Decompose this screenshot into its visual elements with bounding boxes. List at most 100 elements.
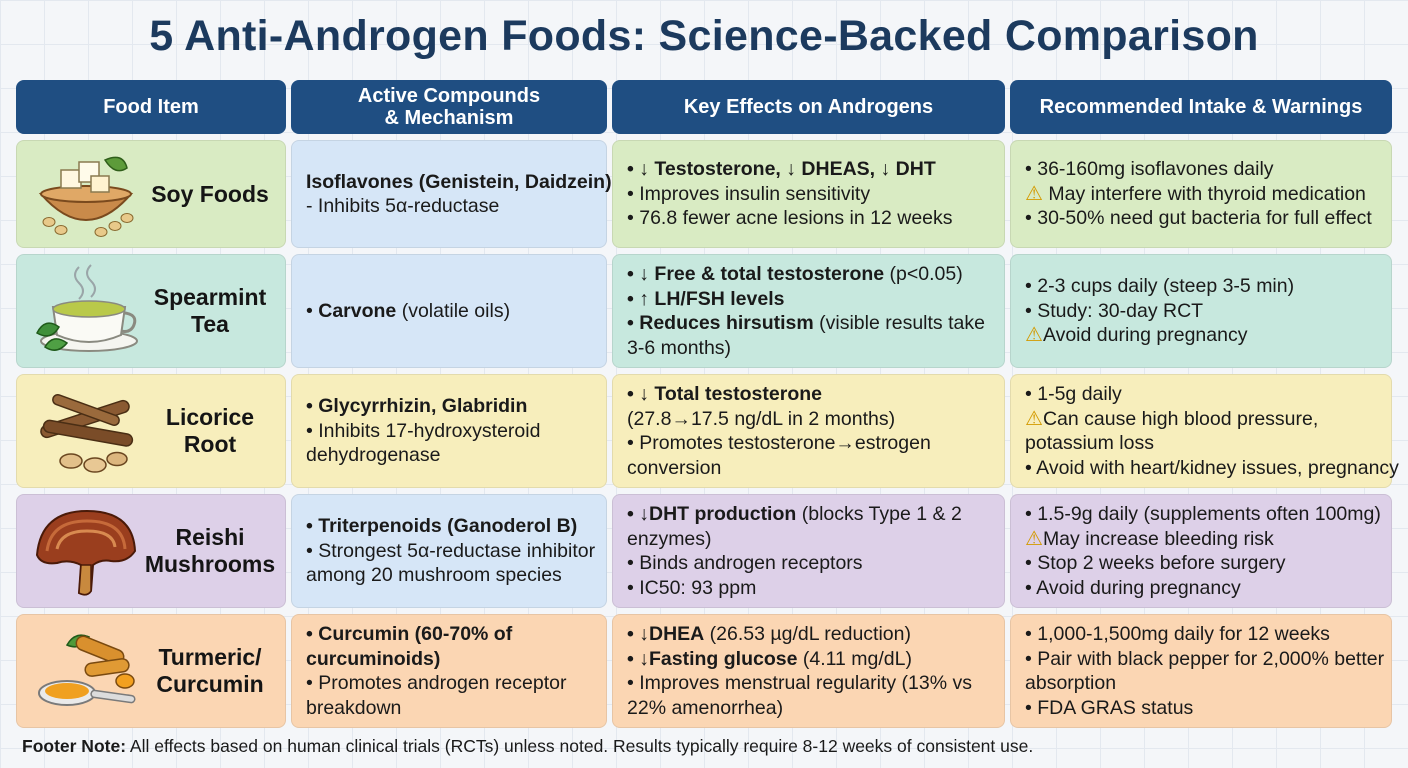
compounds-line: Isoflavones (Genistein, Daidzein) — [306, 170, 612, 193]
compound-name: Carvone — [318, 299, 397, 322]
effects-line: • 76.8 fewer acne lesions in 12 weeks — [627, 207, 953, 230]
intake-line: • Avoid during pregnancy — [1025, 576, 1241, 599]
compounds-line: • Inhibits 17-hydroxysteroid — [306, 419, 541, 442]
compounds-cell-soy: Isoflavones (Genistein, Daidzein) - Inhi… — [291, 140, 612, 248]
compounds-line: breakdown — [306, 696, 402, 719]
intake-line: • FDA GRAS status — [1025, 696, 1194, 719]
effects-line: • Reduces hirsutism (visible results tak… — [627, 311, 994, 336]
effects-cell-soy: • ↓ Testosterone, ↓ DHEAS, ↓ DHT • Impro… — [612, 140, 1005, 248]
compounds-line: • Triterpenoids (Ganoderol B) — [306, 515, 578, 538]
effects-line: 22% amenorrhea) — [627, 696, 784, 719]
compound-detail: (volatile oils) — [396, 299, 511, 322]
reishi-mushroom-icon — [35, 509, 137, 596]
compounds-line: curcuminoids) — [306, 647, 441, 670]
food-name-turmeric: Turmeric/ Curcumin — [156, 644, 264, 697]
effects-line: 3-6 months) — [627, 336, 732, 359]
food-name-reishi: Reishi Mushrooms — [144, 524, 276, 577]
header-recommended-intake: Recommended Intake & Warnings — [1010, 80, 1392, 134]
effect-detail: (4.11 mg/dL) — [797, 647, 912, 670]
intake-line: potassium loss — [1025, 432, 1154, 454]
effect-title: • ↓ Free & total testosterone — [627, 263, 885, 285]
effect-detail: (visible results take — [813, 312, 985, 334]
intake-line: ⚠Can cause high blood pressure, — [1025, 407, 1381, 432]
intake-line: ⚠May increase bleeding risk — [1025, 527, 1381, 552]
intake-line: • 1,000-1,500mg daily for 12 weeks — [1025, 623, 1330, 645]
food-name-licorice: Licorice Root — [165, 404, 255, 457]
effect-detail: (p<0.05) — [884, 263, 963, 285]
effects-cell-licorice: • ↓ Total testosterone (27.8→17.5 ng/dL … — [612, 374, 1005, 488]
intake-cell-spearmint: • 2-3 cups daily (steep 3-5 min) • Study… — [1010, 254, 1392, 368]
intake-cell-soy: • 36-160mg isoflavones daily ⚠ May inter… — [1010, 140, 1392, 248]
effects-line: • IC50: 93 ppm — [627, 576, 757, 599]
effects-line: • ↓Fasting glucose (4.11 mg/dL) — [627, 647, 994, 672]
effect-title: • ↓DHEA — [627, 623, 705, 645]
effects-line: • ↑ LH/FSH levels — [627, 287, 785, 310]
intake-line: • 2-3 cups daily (steep 3-5 min) — [1025, 275, 1295, 298]
compounds-line: - Inhibits 5α-reductase — [306, 195, 500, 217]
warning-text: Avoid during pregnancy — [1042, 324, 1248, 347]
compounds-line: • Carvone (volatile oils) — [306, 299, 511, 322]
turmeric-spoon-icon — [38, 634, 136, 706]
footer-note: Footer Note: All effects based on human … — [22, 736, 1033, 757]
licorice-root-icon — [40, 393, 134, 473]
food-cell-reishi: Reishi Mushrooms — [16, 494, 286, 608]
warning-icon: ⚠ — [1025, 527, 1043, 550]
header-active-compounds: Active Compounds & Mechanism — [291, 80, 607, 134]
effects-line: • ↓ Free & total testosterone (p<0.05) — [627, 262, 994, 287]
compounds-cell-spearmint: • Carvone (volatile oils) — [291, 254, 607, 368]
compounds-line: dehydrogenase — [306, 444, 441, 467]
intake-line: • 1-5g daily — [1025, 383, 1122, 405]
intake-line: • Stop 2 weeks before surgery — [1025, 552, 1286, 574]
effects-line: • Promotes testosterone→estrogen — [627, 432, 931, 454]
effects-cell-spearmint: • ↓ Free & total testosterone (p<0.05) •… — [612, 254, 1005, 368]
intake-line: ⚠Avoid during pregnancy — [1025, 323, 1381, 348]
effects-line: • Improves menstrual regularity (13% vs — [627, 672, 972, 694]
page-title: 5 Anti-Androgen Foods: Science-Backed Co… — [149, 12, 1259, 60]
effects-line: conversion — [627, 456, 722, 479]
effects-line: • ↓DHT production (blocks Type 1 & 2 — [627, 502, 994, 527]
warning-icon: ⚠ — [1025, 182, 1043, 205]
compounds-cell-turmeric: • Curcumin (60-70% of curcuminoids) • Pr… — [291, 614, 607, 728]
compounds-line: among 20 mushroom species — [306, 564, 562, 587]
compounds-line: • Strongest 5α-reductase inhibitor — [306, 539, 596, 562]
effect-detail: (blocks Type 1 & 2 — [796, 503, 962, 525]
intake-line: • 30-50% need gut bacteria for full effe… — [1025, 207, 1372, 230]
header-food-item: Food Item — [16, 80, 286, 134]
warning-text: Can cause high blood pressure, — [1042, 407, 1319, 430]
food-name-soy: Soy Foods — [151, 180, 269, 207]
warning-text: May increase bleeding risk — [1042, 527, 1274, 550]
effects-cell-turmeric: • ↓DHEA (26.53 µg/dL reduction) • ↓Fasti… — [612, 614, 1005, 728]
effects-cell-reishi: • ↓DHT production (blocks Type 1 & 2 enz… — [612, 494, 1005, 608]
compounds-line: • Glycyrrhizin, Glabridin — [306, 395, 528, 418]
effects-line: enzymes) — [627, 527, 712, 550]
tea-cup-icon — [36, 264, 138, 352]
header-key-effects: Key Effects on Androgens — [612, 80, 1005, 134]
comparison-table: Food Item Active Compounds & Mechanism K… — [16, 80, 1399, 728]
intake-line: ⚠ May interfere with thyroid medication — [1025, 182, 1381, 207]
food-cell-turmeric: Turmeric/ Curcumin — [16, 614, 286, 728]
warning-icon: ⚠ — [1025, 407, 1043, 430]
compounds-cell-reishi: • Triterpenoids (Ganoderol B) • Stronges… — [291, 494, 607, 608]
intake-line: • Study: 30-day RCT — [1025, 299, 1204, 322]
intake-line: • Pair with black pepper for 2,000% bett… — [1025, 647, 1385, 670]
intake-line: absorption — [1025, 672, 1117, 694]
intake-line: • 36-160mg isoflavones daily — [1025, 158, 1274, 181]
tofu-bowl-icon — [38, 156, 134, 237]
effects-line: (27.8→17.5 ng/dL in 2 months) — [627, 407, 896, 430]
intake-cell-turmeric: • 1,000-1,500mg daily for 12 weeks • Pai… — [1010, 614, 1392, 728]
effects-line: • Improves insulin sensitivity — [627, 182, 871, 205]
food-name-spearmint: Spearmint Tea — [153, 284, 267, 337]
intake-line: • Avoid with heart/kidney issues, pregna… — [1025, 456, 1399, 479]
intake-line: • 1.5-9g daily (supplements often 100mg) — [1025, 503, 1381, 525]
effect-title: • ↓DHT production — [627, 503, 797, 525]
food-cell-licorice: Licorice Root — [16, 374, 286, 488]
effect-title: • ↓Fasting glucose — [627, 647, 798, 670]
warning-text: May interfere with thyroid medication — [1042, 182, 1366, 205]
food-cell-soy: Soy Foods — [16, 140, 286, 248]
effect-title: • Reduces hirsutism — [627, 312, 814, 334]
food-cell-spearmint: Spearmint Tea — [16, 254, 286, 368]
effects-line: • ↓DHEA (26.53 µg/dL reduction) — [627, 622, 994, 647]
compounds-line: • Promotes androgen receptor — [306, 672, 567, 694]
intake-cell-licorice: • 1-5g daily ⚠Can cause high blood press… — [1010, 374, 1399, 488]
effect-detail: (26.53 µg/dL reduction) — [704, 623, 911, 645]
